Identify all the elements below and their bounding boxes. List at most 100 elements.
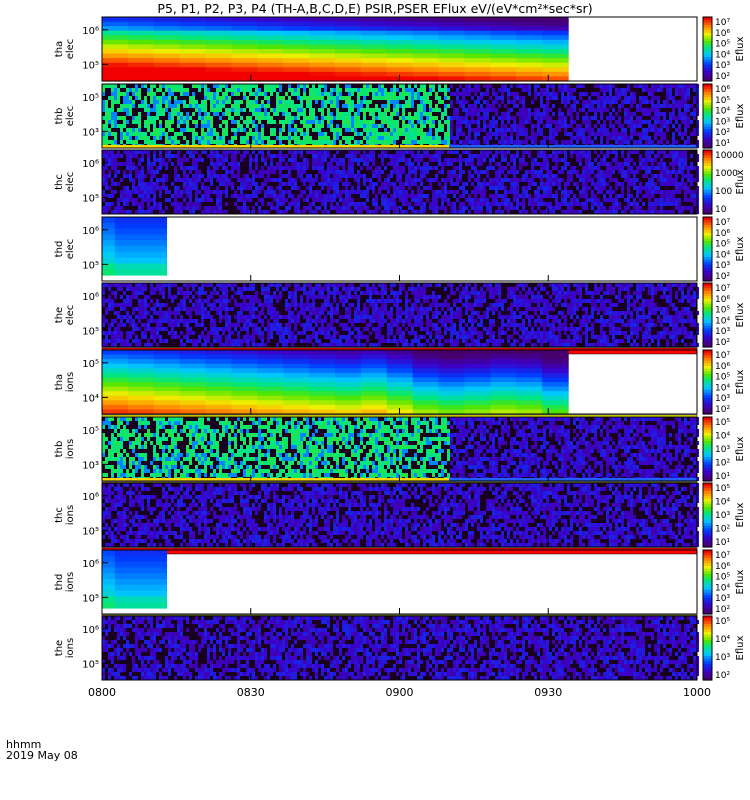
- colorbar-frame: [702, 149, 713, 215]
- y-tick-label: 10⁵: [82, 60, 99, 71]
- colorbar-label: Eflux: [735, 236, 746, 261]
- x-tick-label: 0900: [386, 686, 414, 699]
- y-axis-label-species: elec: [65, 239, 76, 260]
- colorbar-frame: [702, 216, 713, 282]
- colorbar-label: Eflux: [735, 302, 746, 327]
- colorbar-frame: [702, 282, 713, 348]
- colorbar-tick-label: 10⁵: [715, 40, 730, 50]
- y-axis-label-probe: the: [54, 640, 65, 656]
- colorbar-tick-label: 10⁴: [715, 50, 730, 60]
- panel-heatmap: [102, 350, 569, 415]
- y-axis-label-species: elec: [65, 172, 76, 193]
- colorbar-tick-label: 10⁴: [715, 383, 730, 393]
- colorbar-tick-label: 10²: [715, 272, 730, 282]
- y-axis-label-probe: tha: [54, 374, 65, 390]
- footer-units: hhmm: [6, 738, 42, 751]
- y-axis-label-probe: the: [54, 307, 65, 323]
- colorbar-frame: [702, 416, 713, 482]
- y-axis-label-species: elec: [65, 305, 76, 326]
- colorbar-frame: [702, 83, 713, 149]
- x-tick-label: 0800: [88, 686, 116, 699]
- x-tick-label: 0930: [534, 686, 562, 699]
- y-tick-label: 10⁶: [82, 492, 99, 503]
- y-axis-label-probe: thb: [54, 441, 65, 458]
- y-tick-label: 10⁶: [82, 625, 99, 636]
- footer-date: 2019 May 08: [6, 749, 78, 762]
- colorbar-tick-label: 10³: [715, 61, 730, 71]
- colorbar: 10⁵ 10⁴ 10³ 10² 10¹ Eflux: [702, 482, 746, 548]
- y-tick-label: 10⁵: [82, 426, 99, 437]
- colorbar-tick-label: 10⁴: [715, 316, 730, 326]
- colorbar-label: Eflux: [735, 36, 746, 61]
- y-tick-label: 10⁵: [82, 193, 99, 204]
- colorbar-tick-label: 100: [715, 187, 732, 197]
- colorbar-tick-label: 10²: [715, 671, 730, 681]
- y-tick-label: 10⁶: [82, 26, 99, 37]
- y-axis-label-probe: thc: [54, 174, 65, 190]
- colorbar-tick-label: 10³: [715, 327, 730, 337]
- colorbar-tick-label: 10⁴: [715, 107, 730, 117]
- colorbar-tick-label: 1000: [715, 169, 738, 179]
- y-tick-label: 10⁴: [82, 393, 99, 404]
- y-tick-label: 10⁶: [82, 292, 99, 303]
- x-tick-label: 1000: [683, 686, 711, 699]
- colorbar-tick-label: 10: [715, 205, 727, 215]
- panel-heatmap: [102, 17, 569, 82]
- y-tick-label: 10³: [82, 127, 99, 138]
- flag-bar: [101, 547, 698, 555]
- colorbar-tick-label: 10⁴: [715, 432, 730, 442]
- y-axis-label-species: elec: [65, 39, 76, 60]
- colorbar-tick-label: 10³: [715, 594, 730, 604]
- colorbar-tick-label: 10²: [715, 605, 730, 615]
- colorbar-tick-label: 10000: [715, 151, 744, 161]
- y-axis-label-probe: thd: [54, 574, 65, 591]
- colorbar-tick-label: 10⁶: [715, 229, 730, 239]
- panel-heatmap: [102, 483, 699, 547]
- y-tick-label: 10⁶: [82, 226, 99, 237]
- colorbar-label: Eflux: [735, 635, 746, 660]
- y-axis-label-species: elec: [65, 106, 76, 127]
- panel-thc-ions: 10⁵ 10⁶ thc ions 10⁵ 10⁴ 10³ 10² 10¹ Eflux: [54, 482, 746, 555]
- colorbar-tick-label: 10²: [715, 459, 730, 469]
- colorbar-tick-label: 10⁵: [715, 240, 730, 250]
- panel-heatmap: [102, 417, 699, 481]
- colorbar-tick-label: 10¹: [715, 538, 730, 548]
- y-tick-label: 10⁵: [82, 659, 99, 670]
- colorbar-tick-label: 10²: [715, 72, 730, 82]
- colorbar-frame: [702, 549, 713, 615]
- colorbar-tick-label: 10⁶: [715, 85, 730, 95]
- colorbar-tick-label: 10²: [715, 525, 730, 535]
- x-tick-label: 0830: [237, 686, 265, 699]
- panel-heatmap: [102, 550, 168, 609]
- colorbar-tick-label: 10⁶: [715, 562, 730, 572]
- colorbar-tick-label: 10³: [715, 653, 730, 663]
- colorbar: 10⁵ 10⁴ 10³ 10² Eflux: [702, 615, 746, 681]
- panel-heatmap: [102, 283, 699, 347]
- colorbar-tick-label: 10⁵: [715, 418, 730, 428]
- y-tick-label: 10⁵: [82, 359, 99, 370]
- colorbar-tick-label: 10³: [715, 445, 730, 455]
- y-tick-label: 10⁵: [82, 526, 99, 537]
- panel-frame: [101, 549, 698, 615]
- y-axis-label-probe: thd: [54, 241, 65, 258]
- colorbar-tick-label: 10⁵: [715, 484, 730, 494]
- colorbar-frame: [702, 482, 713, 548]
- colorbar-tick-label: 10⁵: [715, 617, 730, 627]
- colorbar-tick-label: 10⁵: [715, 96, 730, 106]
- colorbar-tick-label: 10⁶: [715, 29, 730, 39]
- panel-heatmap: [102, 150, 699, 214]
- panel-heatmap: [102, 84, 699, 148]
- colorbar-tick-label: 10⁷: [715, 351, 730, 361]
- colorbar: 10000 1000 100 10 Eflux: [702, 149, 746, 215]
- colorbar-frame: [702, 349, 713, 415]
- y-axis-label-probe: tha: [54, 41, 65, 57]
- colorbar-label: Eflux: [735, 569, 746, 594]
- colorbar-tick-label: 10¹: [715, 139, 730, 149]
